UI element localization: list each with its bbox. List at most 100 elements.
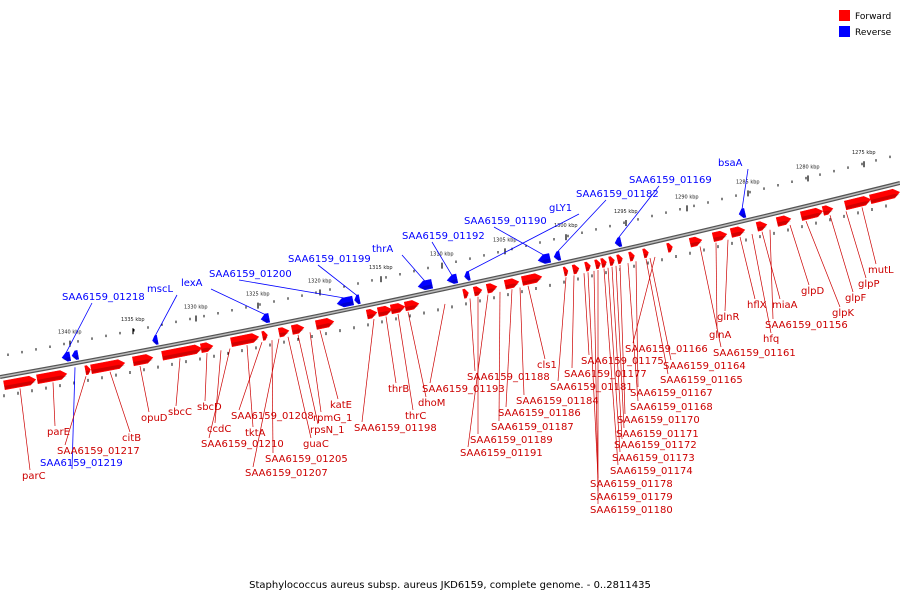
gene-arrow[interactable]: [199, 341, 214, 353]
forward-gene-block[interactable]: [277, 326, 290, 338]
gene-arrow[interactable]: [485, 282, 498, 294]
gene-arrow[interactable]: [261, 330, 269, 341]
gene-arrow[interactable]: [553, 250, 562, 261]
forward-gene-block[interactable]: [376, 305, 393, 317]
forward-gene-block[interactable]: [199, 341, 214, 353]
reverse-gene-gly1[interactable]: [464, 270, 471, 281]
gene-arrow[interactable]: [584, 261, 592, 272]
gene-arrow[interactable]: [571, 264, 580, 275]
forward-gene-block[interactable]: [616, 254, 624, 265]
forward-gene-block[interactable]: [600, 258, 608, 268]
gene-arrow[interactable]: [869, 188, 900, 205]
forward-gene-block[interactable]: [562, 266, 569, 277]
gene-arrow[interactable]: [462, 288, 470, 299]
reverse-gene-saa6159-01219[interactable]: [71, 350, 80, 360]
gene-arrow[interactable]: [503, 277, 520, 290]
forward-gene-block[interactable]: [503, 277, 520, 290]
gene-arrow[interactable]: [314, 317, 335, 330]
gene-arrow[interactable]: [260, 313, 271, 324]
reverse-gene-saa6159-01199[interactable]: [354, 294, 361, 305]
gene-arrow[interactable]: [354, 294, 361, 305]
forward-gene-block[interactable]: [775, 214, 792, 227]
reverse-gene-bsaa[interactable]: [738, 208, 747, 218]
forward-gene-block[interactable]: [462, 288, 470, 299]
forward-gene-block[interactable]: [608, 256, 616, 267]
gene-arrow[interactable]: [666, 242, 674, 253]
gene-arrow[interactable]: [729, 225, 746, 238]
forward-gene-block[interactable]: [314, 317, 335, 330]
gene-arrow[interactable]: [365, 308, 378, 320]
gene-arrow[interactable]: [608, 256, 616, 267]
reverse-gene-saa6159-01192[interactable]: [446, 273, 459, 285]
forward-gene-block[interactable]: [84, 365, 92, 376]
reverse-gene-saa6159-01182[interactable]: [553, 250, 562, 261]
forward-gene-block[interactable]: [666, 242, 674, 253]
forward-gene-block[interactable]: [472, 286, 483, 297]
gene-arrow[interactable]: [628, 251, 636, 262]
forward-gene-block[interactable]: [729, 225, 746, 238]
gene-arrow[interactable]: [472, 286, 483, 297]
gene-arrow[interactable]: [403, 299, 420, 312]
gene-arrow[interactable]: [821, 204, 834, 216]
gene-arrow[interactable]: [520, 272, 543, 286]
gene-arrow[interactable]: [277, 326, 290, 338]
forward-gene-block[interactable]: [389, 302, 406, 315]
gene-arrow[interactable]: [446, 273, 459, 285]
gene-arrow[interactable]: [755, 220, 768, 232]
gene-arrow[interactable]: [389, 302, 406, 315]
forward-gene-block[interactable]: [642, 248, 650, 259]
forward-gene-block[interactable]: [688, 236, 703, 248]
gene-arrow[interactable]: [537, 253, 552, 264]
gene-arrow[interactable]: [775, 214, 792, 227]
gene-arrow[interactable]: [562, 266, 569, 277]
forward-gene-block[interactable]: [261, 330, 269, 341]
gene-arrow[interactable]: [642, 248, 650, 259]
forward-gene-block[interactable]: [520, 272, 543, 286]
gene-arrow[interactable]: [614, 237, 623, 247]
gene-arrow[interactable]: [3, 375, 37, 390]
gene-arrow[interactable]: [843, 195, 872, 211]
gene-arrow[interactable]: [61, 351, 72, 362]
reverse-gene-mscl[interactable]: [152, 335, 159, 345]
forward-gene-block[interactable]: [594, 259, 602, 270]
forward-gene-block[interactable]: [869, 188, 900, 205]
gene-arrow[interactable]: [688, 236, 703, 248]
forward-gene-block[interactable]: [161, 344, 203, 361]
gene-arrow[interactable]: [616, 254, 624, 265]
gene-arrow[interactable]: [152, 335, 159, 345]
reverse-gene-saa6159-01218[interactable]: [61, 351, 72, 362]
forward-gene-block[interactable]: [628, 251, 636, 262]
gene-arrow[interactable]: [230, 332, 260, 347]
forward-gene-block[interactable]: [365, 308, 378, 320]
gene-arrow[interactable]: [84, 365, 92, 376]
forward-gene-block[interactable]: [571, 264, 580, 275]
forward-gene-block[interactable]: [843, 195, 872, 211]
gene-arrow[interactable]: [376, 305, 393, 317]
gene-arrow[interactable]: [161, 344, 203, 361]
gene-arrow[interactable]: [71, 350, 80, 360]
forward-gene-block[interactable]: [755, 220, 768, 232]
gene-arrow[interactable]: [594, 259, 602, 270]
gene-arrow[interactable]: [36, 369, 68, 384]
forward-gene-block[interactable]: [799, 207, 824, 221]
reverse-gene-saa6159-01190[interactable]: [537, 253, 552, 264]
forward-gene-block[interactable]: [132, 353, 154, 367]
gene-arrow[interactable]: [132, 353, 154, 367]
gene-arrow[interactable]: [290, 323, 305, 335]
forward-gene-block[interactable]: [485, 282, 498, 294]
reverse-gene-lexa[interactable]: [260, 313, 271, 324]
gene-arrow[interactable]: [464, 270, 471, 281]
gene-arrow[interactable]: [600, 258, 608, 268]
forward-gene-block[interactable]: [3, 375, 37, 390]
gene-arrow[interactable]: [90, 359, 126, 375]
forward-gene-block[interactable]: [230, 332, 260, 347]
gene-arrow[interactable]: [711, 230, 728, 242]
forward-gene-block[interactable]: [290, 323, 305, 335]
forward-gene-block[interactable]: [711, 230, 728, 242]
forward-gene-block[interactable]: [36, 369, 68, 384]
forward-gene-block[interactable]: [821, 204, 834, 216]
forward-gene-block[interactable]: [90, 359, 126, 375]
gene-arrow[interactable]: [799, 207, 824, 221]
forward-gene-block[interactable]: [584, 261, 592, 272]
forward-gene-block[interactable]: [403, 299, 420, 312]
